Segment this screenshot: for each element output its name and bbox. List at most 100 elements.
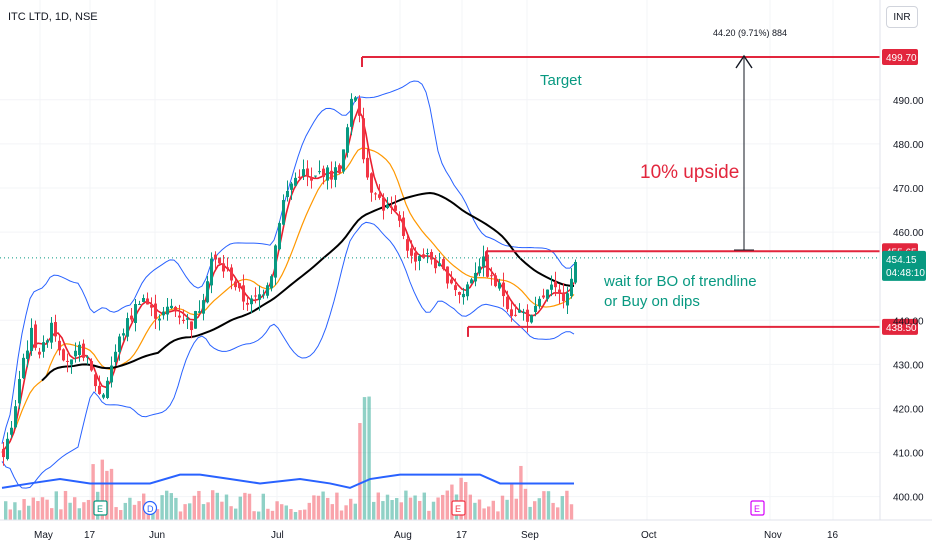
volume-bar <box>73 497 77 520</box>
candle <box>434 255 437 274</box>
volume-bar <box>551 502 555 520</box>
candle-body <box>174 306 177 312</box>
volume-moving-average <box>1 473 574 489</box>
candle <box>334 161 337 188</box>
volume-bar <box>362 397 367 520</box>
candle-body <box>574 261 577 283</box>
candle <box>210 252 213 294</box>
candle <box>354 95 357 103</box>
candle <box>310 167 313 189</box>
candle-body <box>6 438 9 460</box>
volume-bar <box>349 498 353 520</box>
volume-bar <box>500 495 505 520</box>
candle-body <box>326 167 329 181</box>
candle-body <box>450 279 453 284</box>
volume-bar <box>408 497 413 520</box>
candle <box>202 293 205 321</box>
candle <box>430 249 433 265</box>
candle-body <box>550 284 553 290</box>
candle-body <box>26 350 29 359</box>
candle <box>146 292 149 305</box>
candle-body <box>338 165 341 174</box>
candle-body <box>126 318 129 337</box>
candle-body <box>182 319 185 321</box>
y-tick-label: 410.00 <box>893 449 924 460</box>
candle <box>86 355 89 365</box>
volume-bar <box>105 470 109 520</box>
candle-body <box>410 248 413 256</box>
support-level-tag <box>882 318 918 335</box>
symbol-title[interactable]: ITC LTD, 1D, NSE <box>8 11 98 23</box>
candle <box>234 278 237 291</box>
volume-bar <box>487 506 491 520</box>
volume-bar <box>431 501 436 520</box>
candle <box>322 165 325 185</box>
candle-body <box>254 295 257 297</box>
candle <box>150 297 153 317</box>
candle-body <box>454 285 457 291</box>
candle-body <box>74 350 77 357</box>
candle-body <box>398 215 401 221</box>
candle-body <box>190 321 193 331</box>
candle-body <box>10 427 13 435</box>
measure-label: 44.20 (9.71%) 884 <box>713 28 787 38</box>
candle <box>510 302 513 322</box>
candles <box>2 93 577 466</box>
volume-bar <box>114 507 118 520</box>
candle <box>298 169 301 181</box>
volume-bar <box>519 465 523 520</box>
candle-body <box>54 322 57 337</box>
candle-body <box>362 118 365 160</box>
candle <box>142 294 145 303</box>
y-tick-label: 470.00 <box>893 184 924 195</box>
candle-body <box>250 298 253 305</box>
candle <box>178 304 181 325</box>
candle <box>242 274 245 310</box>
candle-body <box>302 169 305 177</box>
candle-body <box>226 267 229 270</box>
candle-body <box>218 257 221 264</box>
candle-body <box>478 266 481 274</box>
candle <box>294 172 297 187</box>
volume-bar <box>215 492 219 520</box>
volume-bar <box>128 497 132 520</box>
earnings-marker[interactable] <box>451 500 466 516</box>
volume-bar <box>40 497 45 520</box>
candle <box>270 274 273 292</box>
volume-bar <box>312 495 316 520</box>
volume-bar <box>252 511 256 520</box>
currency-button[interactable]: INR <box>886 6 918 28</box>
volume-bar <box>169 493 173 520</box>
volume-bar <box>358 423 362 520</box>
candle-body <box>526 309 529 322</box>
candle-body <box>374 193 377 195</box>
candle-body <box>274 245 277 278</box>
candle-body <box>58 340 61 351</box>
volume-bar <box>395 498 399 520</box>
candle-body <box>414 252 417 262</box>
candle-body <box>270 276 273 289</box>
volume-bar <box>270 510 275 520</box>
volume-bar <box>275 501 279 520</box>
candle <box>398 211 401 228</box>
earnings-marker[interactable] <box>93 500 108 516</box>
target-level-tag <box>882 49 918 65</box>
dividend-marker[interactable] <box>142 500 158 516</box>
candle <box>182 309 185 324</box>
earnings-marker[interactable] <box>750 500 765 516</box>
candle-body <box>178 315 181 318</box>
candle-body <box>322 168 325 178</box>
event-marker-label: E <box>97 504 103 514</box>
candle <box>162 307 165 320</box>
candle <box>350 93 353 136</box>
candle <box>330 161 333 189</box>
volume-bar <box>192 495 196 520</box>
candle <box>414 247 417 271</box>
candle <box>66 353 69 373</box>
x-tick-label: 17 <box>456 530 468 541</box>
volume-bar <box>100 459 104 520</box>
moving-averages <box>1 108 575 454</box>
candle <box>410 240 413 264</box>
